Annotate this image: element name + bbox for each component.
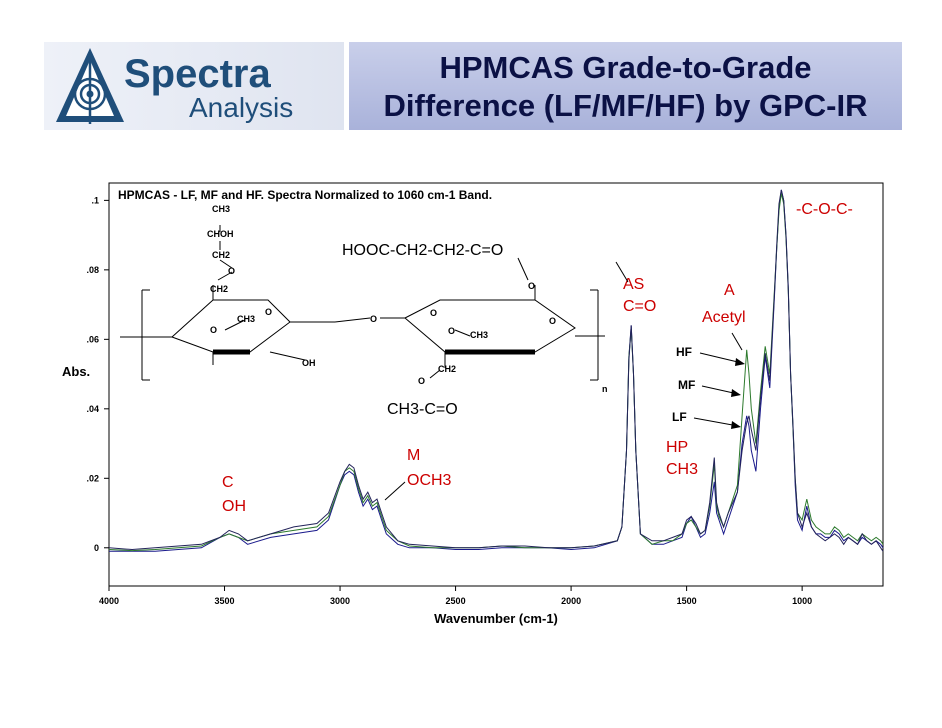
struct-o-bridge: O <box>370 314 377 324</box>
y-tick-label: .06 <box>86 334 99 344</box>
chart-title: HPMCAS - LF, MF and HF. Spectra Normaliz… <box>118 188 492 202</box>
struct-o-5: O <box>528 281 535 291</box>
spectrum-series <box>108 189 884 552</box>
y-tick-label: .08 <box>86 265 99 275</box>
struct-o-7: O <box>549 316 556 326</box>
annot-as-pointer <box>615 261 629 283</box>
annot-mf-arrowhead <box>731 389 741 397</box>
logo-word-analysis: Analysis <box>189 92 294 123</box>
annotations: -C-O-C- HOOC-CH2-CH2-C=O AS C=O A Acetyl… <box>222 201 853 515</box>
struct-ch3-ring1: CH3 <box>237 314 255 324</box>
logo-panel: Spectra Analysis <box>44 42 344 130</box>
x-tick-label: 2500 <box>446 596 466 606</box>
struct-ch2-top: CH2 <box>212 250 230 260</box>
annot-hooc: HOOC-CH2-CH2-C=O <box>342 242 503 259</box>
annot-hf-arrow <box>699 352 743 364</box>
annot-lf: LF <box>672 410 687 424</box>
annot-hooc-pointer <box>517 257 529 281</box>
spectra-analysis-logo-icon <box>56 48 124 124</box>
x-tick-label: 2000 <box>561 596 581 606</box>
annot-a-1: A <box>724 282 735 299</box>
series-line-mf <box>108 193 884 552</box>
y-tick-label: .02 <box>86 473 99 483</box>
annot-ch3co: CH3-C=O <box>387 401 458 418</box>
annot-m-pointer <box>384 481 406 501</box>
title-panel: HPMCAS Grade-to-Grade Difference (LF/MF/… <box>349 42 902 130</box>
struct-ch3-ring2: CH3 <box>470 330 488 340</box>
annot-a-2: Acetyl <box>702 309 746 326</box>
struct-ch2-ring1: CH2 <box>210 284 228 294</box>
annot-as-1: AS <box>623 276 644 293</box>
annot-hp-1: HP <box>666 439 688 456</box>
struct-o-1: O <box>228 266 235 276</box>
structure-labels: CH3 CHOH CH2 O CH2 O CH3 O O O O O CH3 O… <box>207 204 608 394</box>
annot-coc: -C-O-C- <box>796 201 853 218</box>
annot-lf-arrow <box>693 417 739 427</box>
x-tick-label: 1000 <box>792 596 812 606</box>
struct-o-6: O <box>448 326 455 336</box>
x-tick-label: 3000 <box>330 596 350 606</box>
struct-ch2-ring2: CH2 <box>438 364 456 374</box>
annot-m-1: M <box>407 447 420 464</box>
y-tick-label: .1 <box>91 195 99 205</box>
annot-acetyl-pointer <box>731 332 743 351</box>
annot-hf: HF <box>676 345 692 359</box>
y-tick-label: .04 <box>86 404 99 414</box>
struct-oh: OH <box>302 358 316 368</box>
y-ticks: 0 .02 .04 .06 .08 .1 <box>86 195 109 553</box>
struct-o-4: O <box>430 308 437 318</box>
y-tick-label: 0 <box>94 543 99 553</box>
struct-o-8: O <box>418 376 425 386</box>
plot-frame <box>108 182 884 587</box>
struct-choh: CHOH <box>207 229 234 239</box>
annot-as-2: C=O <box>623 298 656 315</box>
slide-title-line-2: Difference (LF/MF/HF) by GPC-IR <box>383 88 868 123</box>
annot-m-2: OCH3 <box>407 472 452 489</box>
x-tick-label: 1500 <box>677 596 697 606</box>
struct-n: n <box>602 384 608 394</box>
struct-o-2: O <box>210 325 217 335</box>
annot-c-2: OH <box>222 498 246 515</box>
annot-c-1: C <box>222 474 234 491</box>
annot-mf: MF <box>678 378 695 392</box>
x-axis-label: Wavenumber (cm-1) <box>434 611 558 626</box>
x-ticks: 4000 3500 3000 2500 2000 1500 1000 <box>99 586 812 606</box>
y-axis-label: Abs. <box>62 364 90 379</box>
series-line-lf <box>108 189 884 552</box>
annot-lf-arrowhead <box>731 421 741 429</box>
x-tick-label: 3500 <box>215 596 235 606</box>
slide-title-line-1: HPMCAS Grade-to-Grade <box>439 50 812 85</box>
struct-ch3-top: CH3 <box>212 204 230 214</box>
annot-hp-2: CH3 <box>666 461 698 478</box>
logo-word-spectra: Spectra <box>124 52 271 96</box>
struct-o-3: O <box>265 307 272 317</box>
annot-hf-arrowhead <box>735 358 745 366</box>
hpmcas-structure-drawing <box>120 225 605 381</box>
slide-header: Spectra Analysis HPMCAS Grade-to-Grade D… <box>44 42 902 130</box>
x-tick-label: 4000 <box>99 596 119 606</box>
